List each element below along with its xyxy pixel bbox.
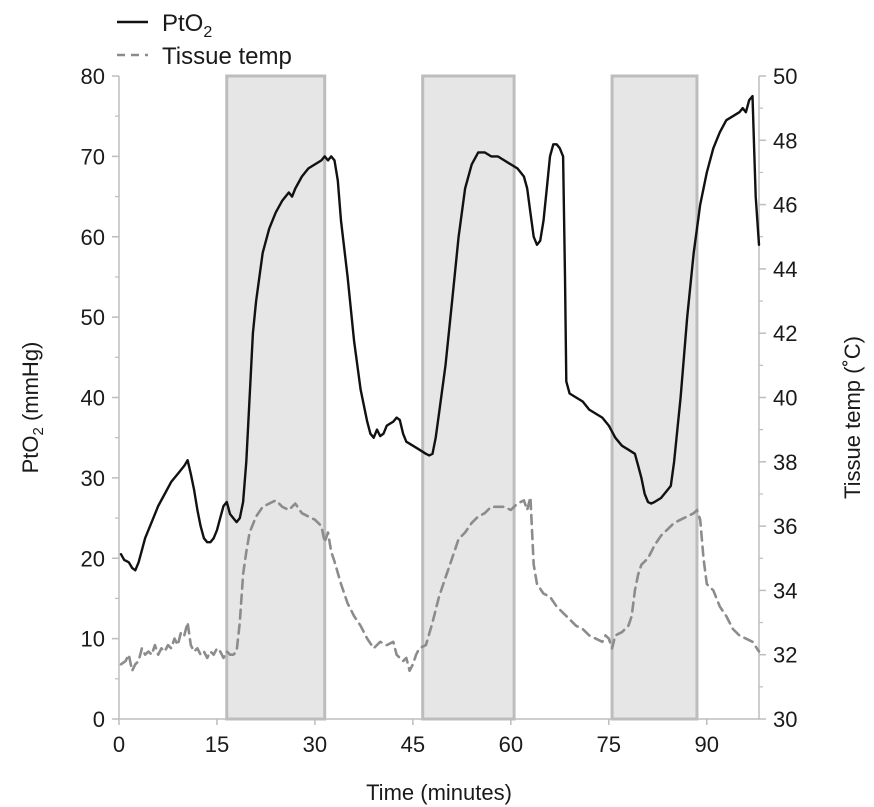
legend-label-tissue-temp: Tissue temp bbox=[162, 43, 292, 70]
heating-interval-1 bbox=[225, 74, 327, 721]
right-y-tick-label: 34 bbox=[773, 578, 797, 603]
right-y-tick-label: 36 bbox=[773, 514, 797, 539]
right-y-tick-label: 30 bbox=[773, 707, 797, 732]
left-y-tick-label: 20 bbox=[81, 546, 105, 571]
left-y-tick-label: 40 bbox=[81, 386, 105, 411]
right-y-tick-label: 44 bbox=[773, 257, 797, 282]
right-y-tick-label: 50 bbox=[773, 64, 797, 89]
left-y-tick-label: 10 bbox=[81, 627, 105, 652]
right-y-tick-label: 42 bbox=[773, 321, 797, 346]
x-tick-label: 75 bbox=[597, 732, 621, 757]
heating-interval-3 bbox=[610, 74, 699, 721]
x-tick-label: 15 bbox=[205, 732, 229, 757]
x-tick-label: 60 bbox=[499, 732, 523, 757]
right-y-tick-label: 32 bbox=[773, 643, 797, 668]
heating-interval-2 bbox=[421, 74, 516, 721]
series bbox=[119, 94, 761, 673]
left-y-tick-label: 80 bbox=[81, 64, 105, 89]
right-y-axis-title: Tissue temp (˚C) bbox=[840, 336, 865, 499]
x-tick-label: 90 bbox=[695, 732, 719, 757]
tick-marks-and-labels: 0 10 20 30 40 50 60 70 80 30 32 34 36 38 40 42 44 46 48 50 0… bbox=[81, 64, 798, 757]
left-y-tick-label: 60 bbox=[81, 225, 105, 250]
x-tick-label: 30 bbox=[303, 732, 327, 757]
left-y-axis-title-main: PtO bbox=[18, 435, 43, 473]
right-y-tick-label: 40 bbox=[773, 386, 797, 411]
right-y-tick-label: 48 bbox=[773, 128, 797, 153]
legend-label-pto2: PtO2 bbox=[162, 10, 212, 41]
x-axis-title: Time (minutes) bbox=[366, 780, 512, 805]
left-y-axis-title-subscript: 2 bbox=[30, 427, 47, 435]
series-tissue-temp-line bbox=[119, 495, 761, 673]
legend: PtO2 Tissue temp bbox=[117, 10, 292, 70]
left-y-axis-title-units: (mmHg) bbox=[18, 342, 43, 428]
left-y-axis-title: PtO2 (mmHg) bbox=[18, 342, 47, 474]
x-tick-label: 45 bbox=[401, 732, 425, 757]
series-pto2-line bbox=[119, 94, 761, 572]
x-tick-label: 0 bbox=[113, 732, 125, 757]
left-y-tick-label: 70 bbox=[81, 144, 105, 169]
left-y-tick-label: 0 bbox=[93, 707, 105, 732]
left-y-tick-label: 30 bbox=[81, 466, 105, 491]
left-y-tick-label: 50 bbox=[81, 305, 105, 330]
right-y-tick-label: 46 bbox=[773, 193, 797, 218]
heating-interval-shading bbox=[225, 74, 699, 721]
right-y-tick-label: 38 bbox=[773, 450, 797, 475]
